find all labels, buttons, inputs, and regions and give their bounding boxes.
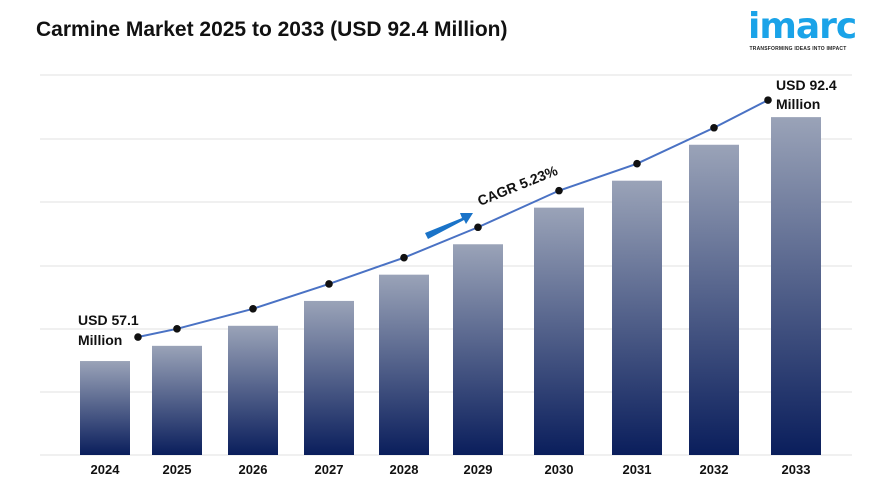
bar-2033	[771, 117, 821, 455]
x-tick-label: 2029	[464, 462, 493, 477]
x-tick-label: 2024	[91, 462, 121, 477]
start-value-unit: Million	[78, 332, 122, 348]
line-point-2032	[710, 123, 718, 132]
line-point-2028	[400, 253, 408, 262]
x-tick-label: 2032	[700, 462, 729, 477]
x-tick-label: 2028	[390, 462, 419, 477]
bar-2027	[304, 300, 354, 455]
line-point-2029	[474, 223, 482, 232]
line-point-2031	[633, 159, 641, 168]
trend-line	[137, 99, 769, 339]
line-point-2024	[134, 333, 142, 341]
line-point-2033	[764, 96, 772, 104]
bar-2025	[152, 345, 202, 455]
end-value-unit: Million	[776, 96, 820, 112]
x-tick-label: 2027	[315, 462, 344, 477]
line-point-2027	[325, 280, 333, 288]
bar-2024	[80, 361, 130, 455]
cagr-arrow-icon	[425, 213, 473, 239]
bar-2031	[612, 180, 662, 456]
bar-2028	[379, 274, 429, 455]
end-value-label: USD 92.4	[776, 77, 837, 93]
bar-2032	[689, 144, 739, 456]
line-point-2030	[555, 186, 563, 195]
logo-tagline: TRANSFORMING IDEAS INTO IMPACT	[749, 46, 847, 52]
x-tick-label: 2031	[623, 462, 652, 477]
logo-word: imarc	[748, 6, 857, 47]
x-tick-label: 2030	[545, 462, 574, 477]
bar-2029	[453, 244, 503, 455]
chart-title: Carmine Market 2025 to 2033 (USD 92.4 Mi…	[36, 18, 508, 41]
line-point-2026	[249, 304, 257, 313]
x-tick-label: 2033	[782, 462, 811, 477]
x-tick-label: 2025	[163, 462, 192, 477]
line-point-2025	[173, 325, 181, 333]
x-tick-label: 2026	[239, 462, 268, 477]
start-value-label: USD 57.1	[78, 312, 139, 328]
imarc-logo: imarc TRANSFORMING IDEAS INTO IMPACT	[748, 6, 857, 53]
bar-2026	[228, 325, 278, 455]
bar-2030	[534, 207, 584, 455]
